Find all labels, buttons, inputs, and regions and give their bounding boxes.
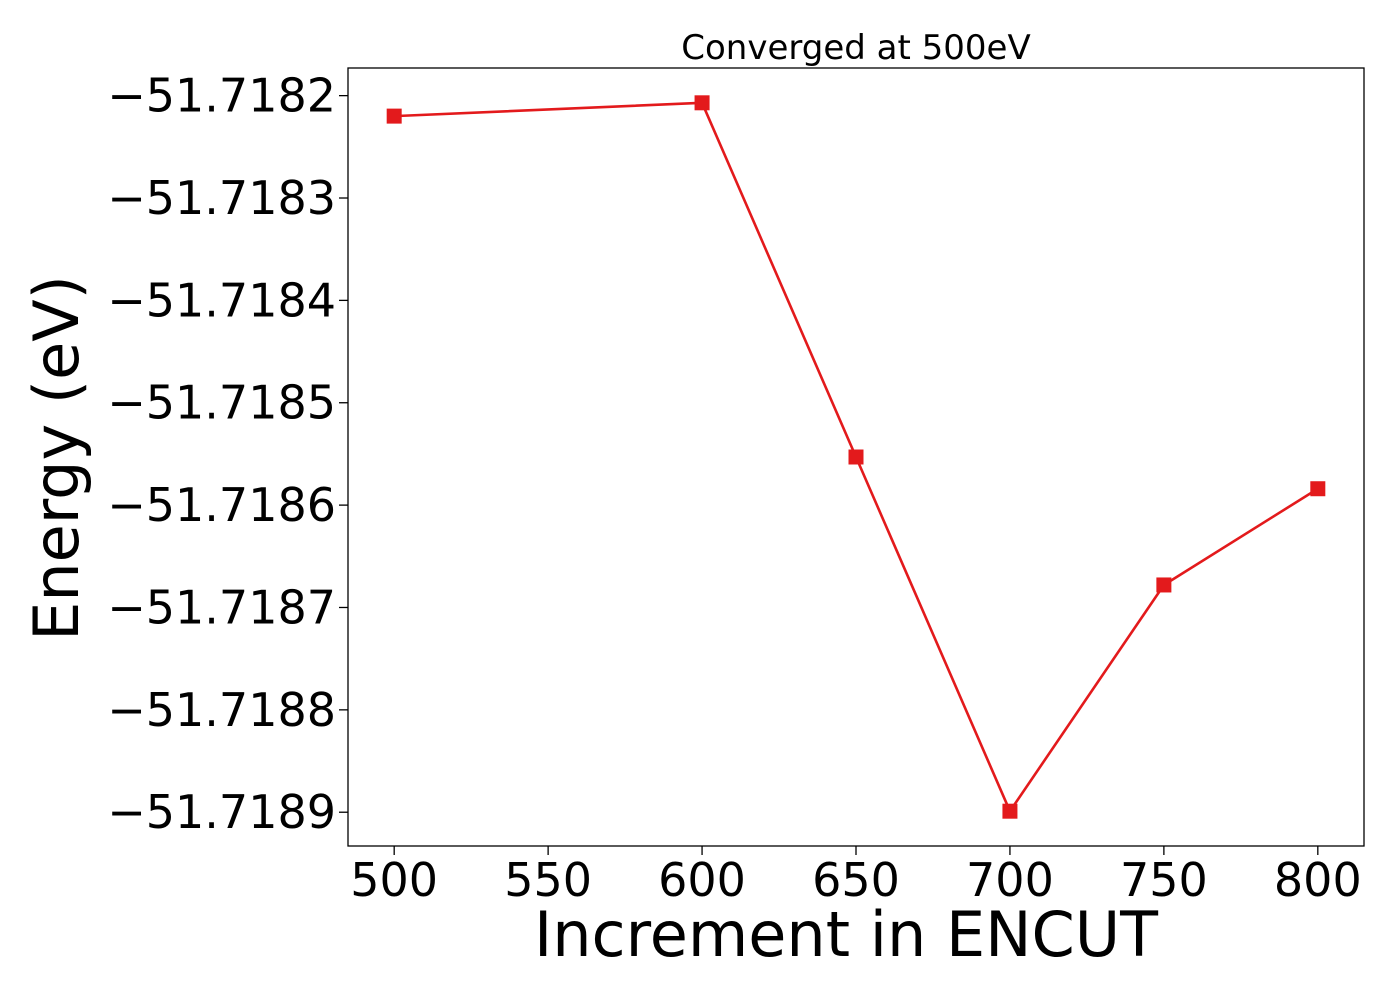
x-tick-label: 700: [966, 853, 1054, 907]
y-axis-title: Energy (eV): [20, 275, 93, 641]
x-tick-label: 800: [1274, 853, 1362, 907]
y-tick-label: −51.7189: [107, 785, 336, 839]
data-point-marker: [848, 449, 864, 465]
data-point-marker: [1310, 481, 1326, 497]
data-point-marker: [1156, 577, 1172, 593]
data-point-marker: [694, 95, 710, 111]
chart-title: Converged at 500eV: [681, 28, 1030, 68]
y-tick-label: −51.7185: [107, 376, 336, 430]
data-point-marker: [1002, 803, 1018, 819]
y-axis-ticks: −51.7189 −51.7188 −51.7187 −51.7186 −51.7185…: [107, 69, 348, 839]
y-tick-label: −51.7182: [107, 69, 336, 123]
x-tick-label: 550: [504, 853, 592, 907]
y-tick-label: −51.7184: [107, 273, 336, 327]
x-tick-label: 650: [812, 853, 900, 907]
data-point-marker: [386, 108, 402, 124]
x-axis-ticks: 500 550 600 650 700 750 800: [350, 846, 1362, 907]
plot-area-frame: [347, 67, 1365, 847]
series-line: [394, 101, 1319, 813]
y-tick-label: −51.7183: [107, 171, 336, 225]
y-tick-label: −51.7186: [107, 478, 336, 532]
x-tick-label: 600: [658, 853, 746, 907]
x-tick-label: 500: [350, 853, 438, 907]
x-axis-title: Increment in ENCUT: [534, 898, 1159, 971]
y-tick-label: −51.7187: [107, 580, 336, 634]
x-tick-label: 750: [1120, 853, 1208, 907]
series-layer: [386, 95, 1326, 819]
y-tick-label: −51.7188: [107, 683, 336, 737]
